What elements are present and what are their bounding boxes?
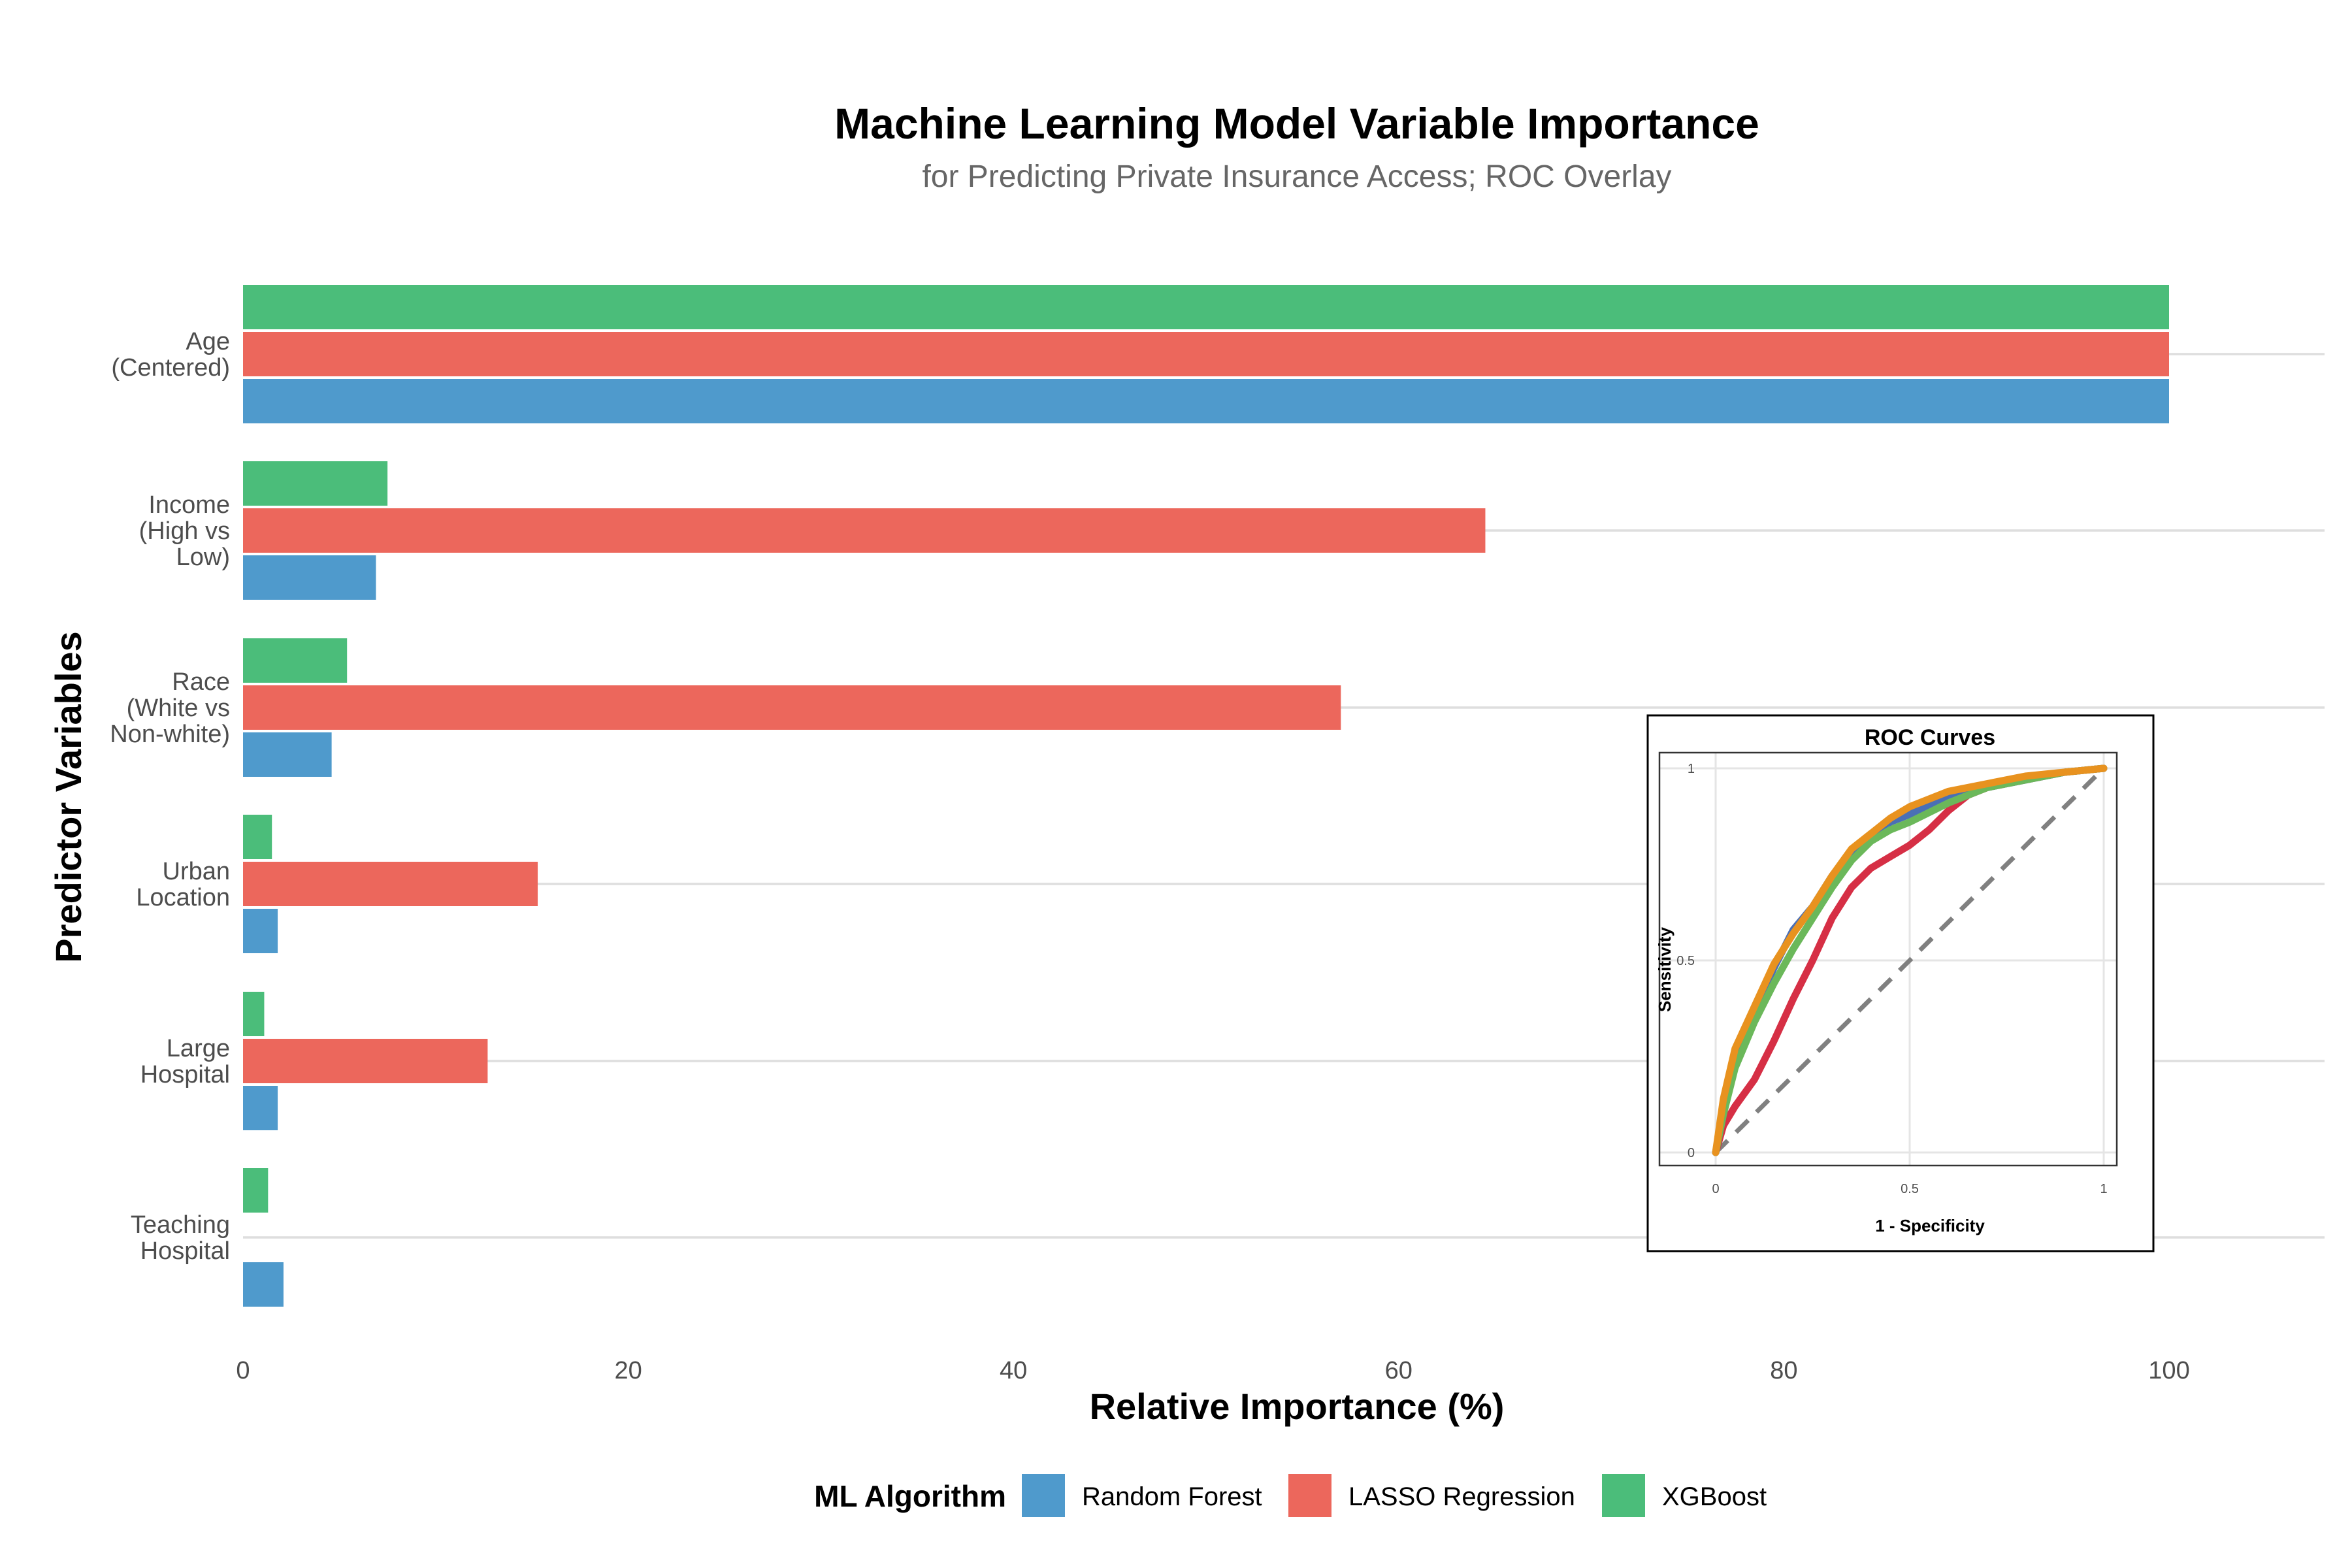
bar-random-forest-2 [243, 732, 332, 777]
roc-title: ROC Curves [1865, 725, 1995, 750]
legend-label-xgboost: XGBoost [1662, 1482, 1767, 1511]
category-label-line: Teaching [131, 1211, 230, 1239]
category-label: Large Hospital [140, 1035, 230, 1088]
chart-title: Machine Learning Model Variable Importan… [834, 99, 1759, 148]
category-label-line: Large [167, 1035, 230, 1062]
bar-xgboost-1 [243, 461, 388, 506]
x-tick-labels: 0 20 40 60 80 100 [236, 1357, 2189, 1384]
category-label-line: Low) [176, 544, 230, 571]
roc-reference-line [1714, 766, 2106, 1154]
bar-lasso-regression-4 [243, 1039, 488, 1083]
bar-random-forest-3 [243, 909, 278, 953]
roc-curves [1712, 764, 2108, 1156]
legend: ML Algorithm Random Forest LASSO Regressi… [814, 1474, 1767, 1517]
bar-xgboost-4 [243, 992, 265, 1036]
roc-panel-border [1658, 751, 2118, 1167]
category-label-line: Race [172, 668, 230, 696]
legend-label-lasso-regression: LASSO Regression [1348, 1482, 1575, 1511]
roc-x-tick-label: 0.5 [1901, 1182, 1919, 1196]
x-tick-label: 0 [236, 1357, 250, 1384]
roc-x-tick-label: 0 [1712, 1182, 1719, 1196]
bar-lasso-regression-3 [243, 862, 538, 906]
bar-random-forest-4 [243, 1086, 278, 1130]
x-axis-title: Relative Importance (%) [1090, 1386, 1505, 1427]
category-label-line: (Centered) [111, 354, 230, 382]
roc-y-tick-label: 0 [1688, 1146, 1695, 1160]
bars [243, 285, 2169, 1307]
x-tick-label: 80 [1770, 1357, 1797, 1384]
bar-random-forest-0 [243, 379, 2169, 423]
roc-x-tick-label: 1 [2100, 1182, 2107, 1196]
x-tick-label: 20 [614, 1357, 642, 1384]
bar-lasso-regression-2 [243, 685, 1341, 730]
roc-inset: ROC Curves 0 0.5 1 0 0.5 1 1 - Specificity Se… [1646, 714, 2155, 1252]
roc-tick-labels: 0 0.5 1 0 0.5 1 [1676, 762, 2107, 1196]
legend-label-random-forest: Random Forest [1082, 1482, 1262, 1511]
category-label: Teaching Hospital [131, 1211, 230, 1265]
bar-xgboost-2 [243, 638, 348, 683]
roc-y-tick-label: 0.5 [1676, 954, 1695, 968]
bar-random-forest-1 [243, 555, 376, 600]
bar-xgboost-3 [243, 815, 272, 859]
legend-title: ML Algorithm [814, 1479, 1006, 1513]
bar-xgboost-5 [243, 1168, 269, 1213]
roc-curve-3 [1712, 764, 2108, 1156]
bar-random-forest-5 [243, 1262, 284, 1307]
category-label-line: Urban [163, 858, 231, 885]
category-label: Urban Location [136, 858, 230, 911]
category-label-line: Location [136, 884, 230, 911]
y-axis-title: Predictor Variables [48, 631, 89, 962]
roc-y-axis-title: Sensitivity [1655, 926, 1674, 1012]
bar-xgboost-0 [243, 285, 2169, 329]
category-labels: Age (Centered) Income (High vs Low) Race (Whit… [110, 328, 230, 1265]
roc-y-tick-label: 1 [1688, 762, 1695, 776]
roc-curve-2 [1712, 764, 2108, 1156]
x-tick-label: 60 [1385, 1357, 1413, 1384]
category-label-line: Hospital [140, 1061, 230, 1088]
category-label: Income (High vs Low) [139, 491, 230, 571]
category-label-line: Age [186, 328, 230, 355]
legend-swatch-xgboost [1602, 1474, 1645, 1517]
legend-swatch-random-forest [1022, 1474, 1065, 1517]
category-label-line: Income [148, 491, 230, 519]
bar-lasso-regression-0 [243, 332, 2169, 376]
category-label-line: (High vs [139, 517, 230, 545]
chart-subtitle: for Predicting Private Insurance Access;… [922, 159, 1671, 194]
legend-swatch-lasso-regression [1288, 1474, 1331, 1517]
bar-lasso-regression-1 [243, 508, 1486, 553]
category-label-line: (White vs [127, 694, 230, 722]
roc-x-axis-title: 1 - Specificity [1875, 1216, 1985, 1235]
x-tick-label: 40 [1000, 1357, 1027, 1384]
category-label: Age (Centered) [111, 328, 230, 382]
roc-inset-frame [1646, 714, 2155, 1252]
category-label: Race (White vs Non-white) [110, 668, 230, 748]
x-tick-label: 100 [2148, 1357, 2189, 1384]
category-label-line: Non-white) [110, 721, 230, 748]
category-label-line: Hospital [140, 1237, 230, 1265]
